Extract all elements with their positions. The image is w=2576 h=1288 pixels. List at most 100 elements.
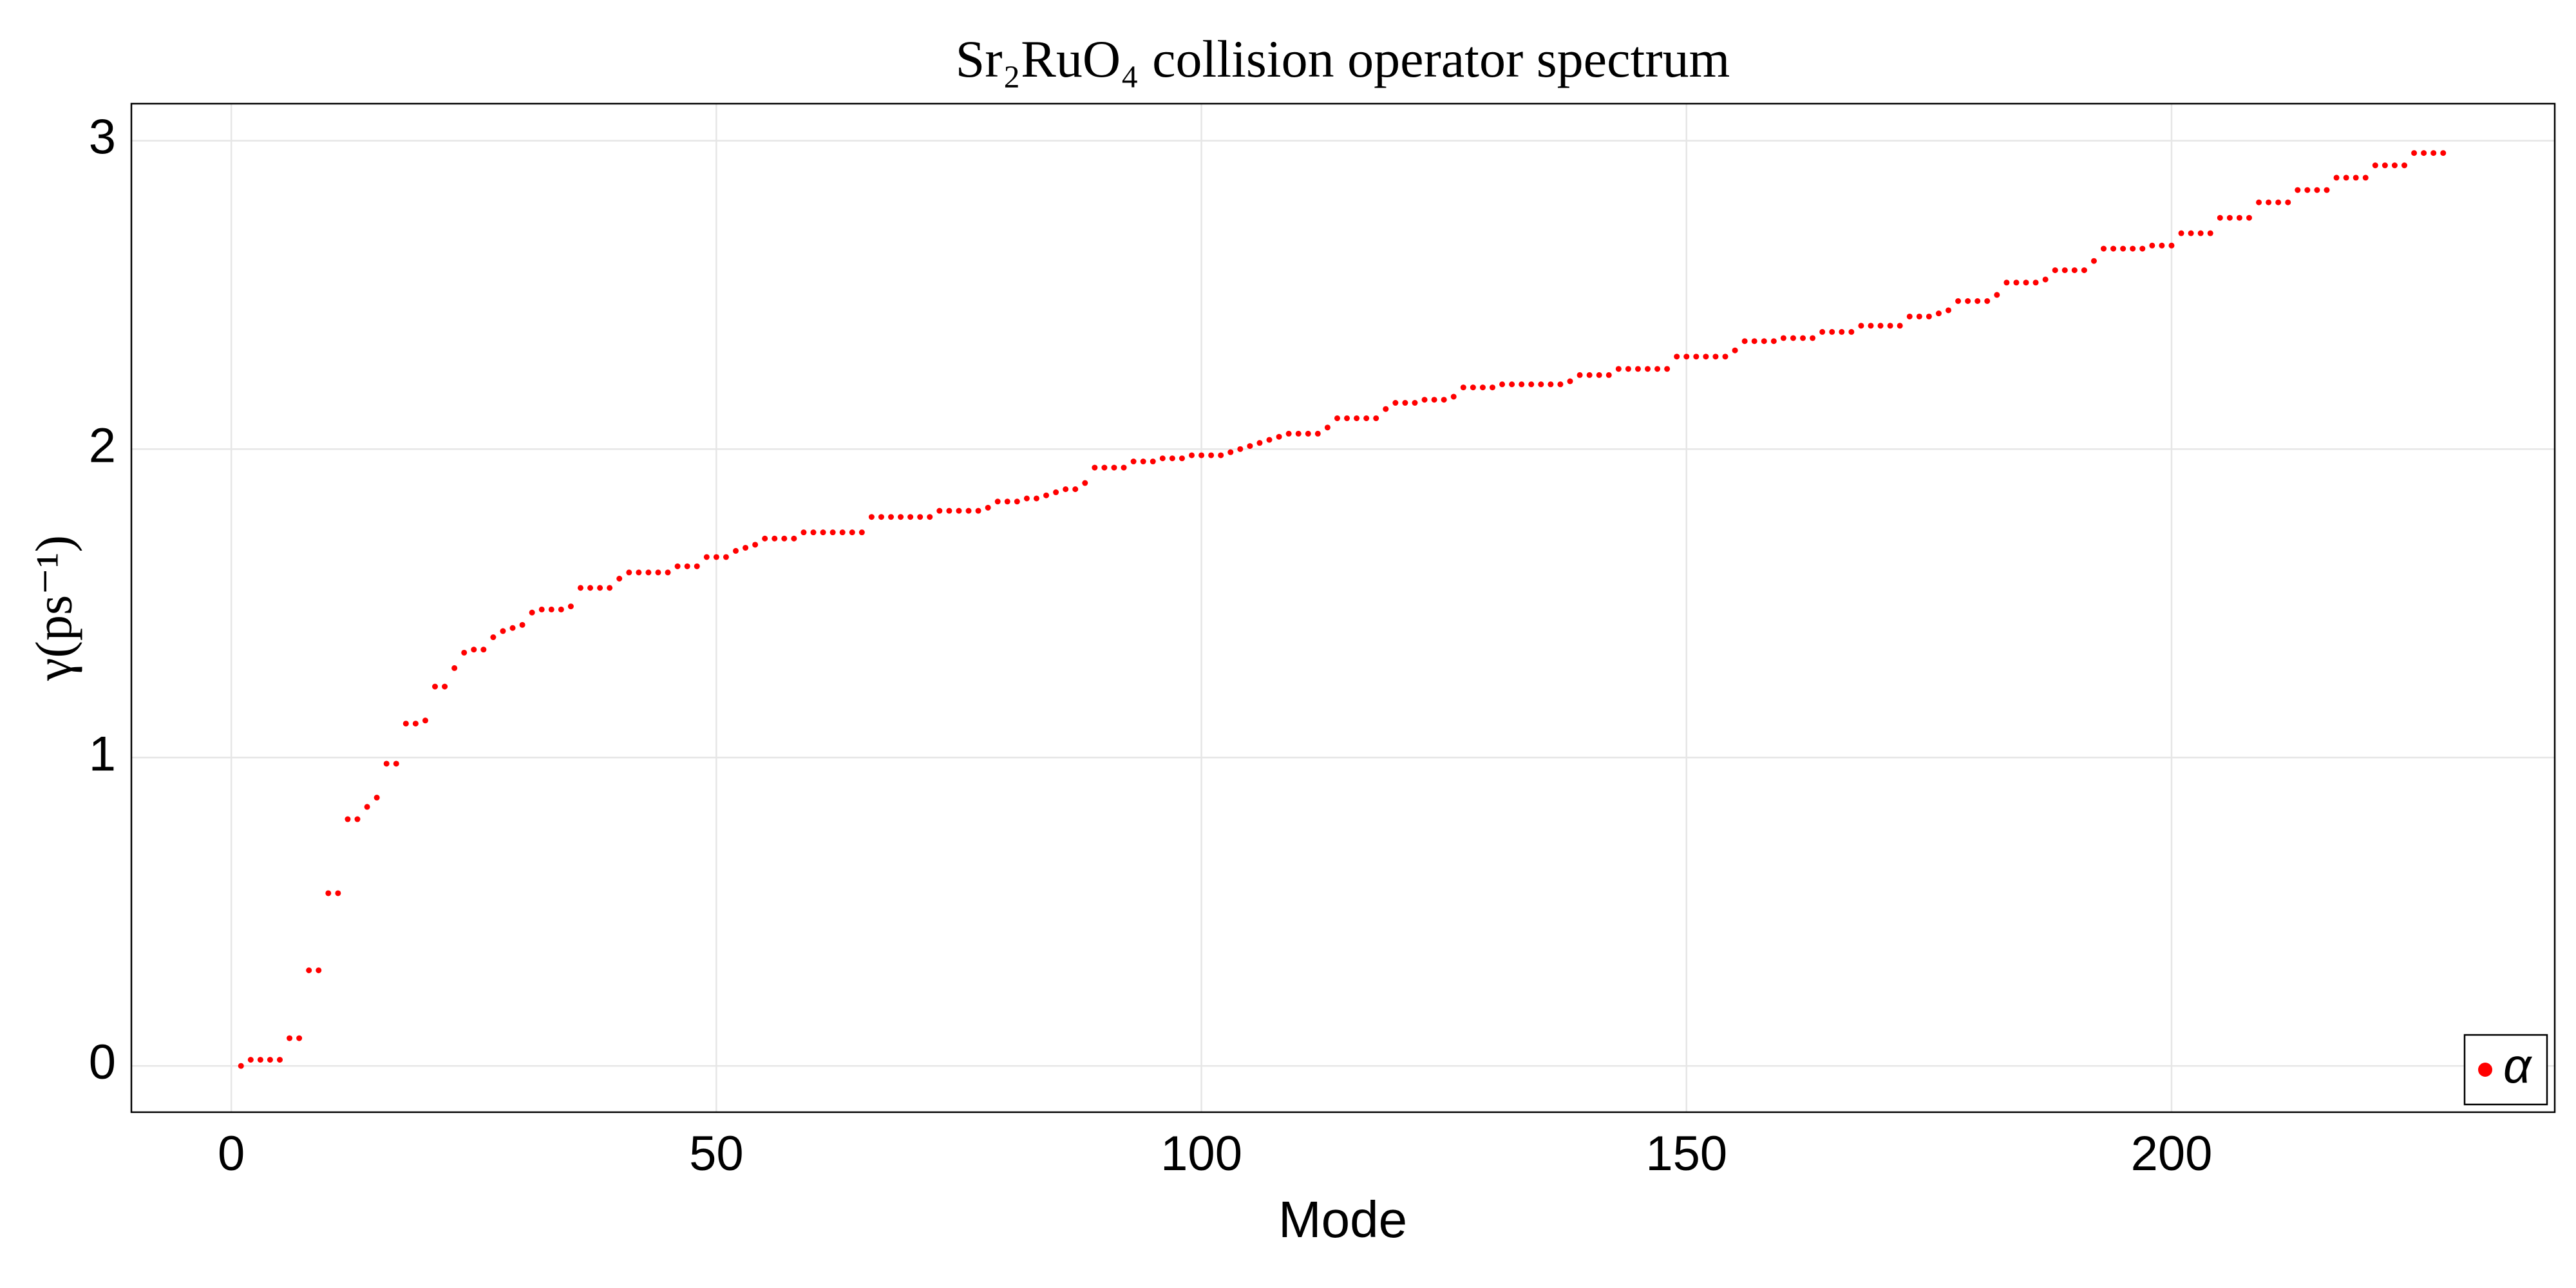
point	[616, 576, 623, 582]
point	[1489, 384, 1495, 391]
point	[1082, 480, 1088, 486]
point	[529, 609, 535, 616]
point	[383, 761, 390, 767]
point	[2101, 245, 2107, 252]
point	[2090, 258, 2097, 264]
point	[2130, 245, 2136, 252]
point	[2266, 199, 2272, 205]
point	[791, 535, 797, 542]
point	[538, 606, 545, 612]
point	[345, 816, 351, 822]
point	[645, 569, 652, 576]
point	[393, 761, 399, 767]
point	[713, 554, 719, 560]
point	[587, 585, 594, 591]
point	[1198, 452, 1205, 459]
point	[800, 529, 807, 536]
point	[1392, 400, 1399, 406]
point	[1402, 400, 1408, 406]
point	[2421, 150, 2427, 156]
point	[2333, 175, 2340, 181]
point	[2178, 230, 2184, 236]
point	[1227, 449, 1234, 455]
point	[2197, 230, 2204, 236]
point	[548, 606, 554, 612]
point	[2207, 230, 2213, 236]
point	[1314, 430, 1321, 437]
point	[694, 563, 700, 569]
point	[296, 1035, 303, 1041]
point	[1984, 298, 1991, 304]
point	[858, 529, 865, 536]
point	[946, 507, 952, 514]
point	[898, 514, 904, 520]
x-tick-label: 150	[1645, 1126, 1727, 1181]
point	[752, 542, 759, 548]
point	[567, 603, 574, 610]
point	[1761, 338, 1767, 345]
point	[1256, 440, 1263, 446]
point	[1654, 366, 1661, 372]
point	[723, 554, 729, 560]
y-tick-label: 1	[89, 726, 116, 781]
point	[509, 625, 516, 631]
point	[2003, 279, 2010, 286]
point	[1121, 464, 1127, 471]
chart-title: Sr₂RuO₄ collision operator spectrum	[956, 30, 1730, 88]
point	[1683, 354, 1690, 360]
point	[1189, 452, 1195, 459]
point	[1150, 459, 1156, 465]
point	[2217, 214, 2223, 221]
point	[1605, 372, 1612, 378]
point	[461, 649, 468, 656]
point	[2032, 279, 2039, 286]
point	[1567, 378, 1573, 384]
point	[655, 569, 661, 576]
point	[849, 529, 855, 536]
point	[1848, 328, 1855, 335]
point	[1615, 366, 1622, 372]
x-axis-label: Mode	[1278, 1191, 1407, 1248]
point	[1004, 498, 1010, 505]
point	[1247, 443, 1253, 450]
point	[1276, 433, 1282, 440]
legend-label: α	[2503, 1039, 2533, 1094]
point	[1712, 354, 1719, 360]
point	[1577, 372, 1583, 378]
point	[1819, 328, 1826, 335]
point	[2081, 267, 2087, 274]
point	[965, 507, 972, 514]
point	[1441, 397, 1447, 403]
x-tick-label: 0	[218, 1126, 245, 1181]
point	[2304, 187, 2311, 193]
point	[1111, 464, 1117, 471]
point	[1732, 347, 1738, 354]
point	[2285, 199, 2291, 205]
point	[2188, 230, 2194, 236]
point	[1770, 338, 1777, 345]
point	[762, 535, 768, 542]
point	[1179, 455, 1185, 462]
point	[2440, 150, 2447, 156]
point	[1858, 323, 1864, 329]
point	[1634, 366, 1641, 372]
point	[1033, 495, 1039, 502]
point	[2226, 214, 2233, 221]
point	[1926, 313, 1932, 319]
point	[306, 967, 312, 974]
point	[1528, 381, 1535, 388]
y-tick-label: 2	[89, 418, 116, 473]
point	[2362, 175, 2369, 181]
point	[829, 529, 836, 536]
point	[1169, 455, 1175, 462]
point	[432, 683, 439, 690]
point	[665, 569, 671, 576]
point	[1538, 381, 1544, 388]
point	[1295, 430, 1302, 437]
point	[2159, 242, 2165, 249]
point	[1159, 455, 1166, 462]
point	[1722, 354, 1728, 360]
point	[1092, 464, 1098, 471]
point	[888, 514, 895, 520]
point	[1450, 393, 1457, 400]
